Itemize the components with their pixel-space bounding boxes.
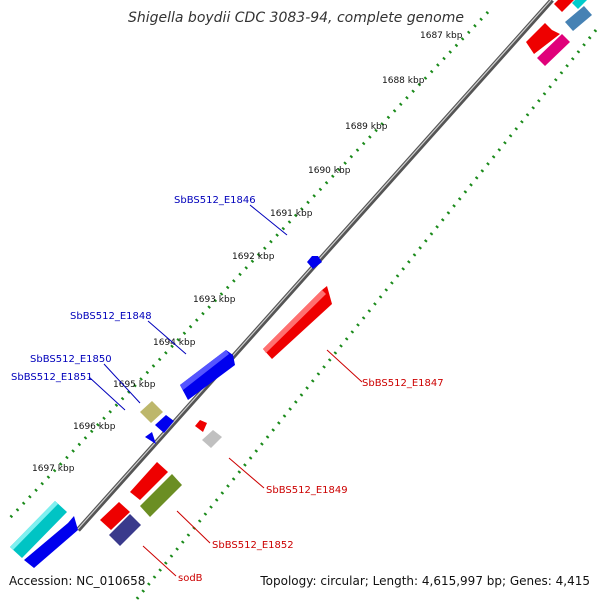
gene-sbbs512-e1849-red[interactable] xyxy=(195,420,207,432)
label-e1846[interactable]: SbBS512_E1846 xyxy=(174,195,256,206)
callout-e1851 xyxy=(88,376,126,411)
tick-label: 1695 kbp xyxy=(113,380,156,390)
gene-sbbs512-e1850[interactable] xyxy=(140,401,163,423)
gene-cyan-bottom-shade xyxy=(10,501,58,550)
label-e1848[interactable]: SbBS512_E1848 xyxy=(70,311,152,322)
genome-summary-text: Topology: circular; Length: 4,615,997 bp… xyxy=(260,574,590,588)
callout-e1849 xyxy=(228,457,265,489)
label-e1851[interactable]: SbBS512_E1851 xyxy=(11,372,93,383)
gene-cyan-top[interactable] xyxy=(572,0,588,9)
gene-steelblue-top[interactable] xyxy=(565,6,592,31)
outer-dotted-guide xyxy=(4,10,490,524)
label-e1850[interactable]: SbBS512_E1850 xyxy=(30,354,112,365)
gene-magenta-top[interactable] xyxy=(537,34,570,66)
callout-e1852 xyxy=(176,510,211,544)
tick-label: 1693 kbp xyxy=(193,295,236,305)
callout-e1847 xyxy=(326,349,363,383)
callout-sodb xyxy=(142,545,177,577)
gene-red-top-1[interactable] xyxy=(554,0,574,12)
label-e1852[interactable]: SbBS512_E1852 xyxy=(212,540,294,551)
tick-label: 1694 kbp xyxy=(153,338,196,348)
inner-dotted-guide xyxy=(134,29,598,600)
gene-red-pair-2[interactable] xyxy=(100,502,130,530)
callout-e1846 xyxy=(249,204,288,236)
gene-sodb[interactable] xyxy=(109,514,141,546)
tick-label: 1692 kbp xyxy=(232,252,275,262)
gene-sbbs512-e1848[interactable] xyxy=(180,350,235,400)
gene-red-top-2[interactable] xyxy=(526,23,560,54)
tick-label: 1697 kbp xyxy=(32,464,75,474)
gene-sbbs512-e1848-shade xyxy=(180,350,229,390)
gene-sbbs512-e1849[interactable] xyxy=(202,430,222,448)
accession-text: Accession: NC_010658 xyxy=(9,574,146,588)
gene-red-pair-1[interactable] xyxy=(130,462,168,500)
callout-e1850 xyxy=(103,363,141,404)
genome-title: Shigella boydii CDC 3083-94, complete ge… xyxy=(127,10,464,26)
label-e1847[interactable]: SbBS512_E1847 xyxy=(362,378,444,389)
tick-label: 1690 kbp xyxy=(308,166,351,176)
tick-label: 1688 kbp xyxy=(382,76,425,86)
callout-e1848 xyxy=(147,320,187,355)
tick-label: 1687 kbp xyxy=(420,31,463,41)
gene-sbbs512-e1847-shade xyxy=(263,290,326,353)
tick-label: 1691 kbp xyxy=(270,209,313,219)
label-sodb[interactable]: sodB xyxy=(178,573,203,584)
label-e1849[interactable]: SbBS512_E1849 xyxy=(266,485,348,496)
gene-sbbs512-e1850-arrow[interactable] xyxy=(155,415,174,433)
tick-label: 1696 kbp xyxy=(73,422,116,432)
gene-cyan-bottom[interactable] xyxy=(10,501,67,558)
gene-blue-bottom[interactable] xyxy=(24,516,78,568)
tick-label: 1689 kbp xyxy=(345,122,388,132)
gene-sbbs512-e1846[interactable] xyxy=(307,256,322,269)
gene-sbbs512-e1851[interactable] xyxy=(145,432,156,444)
gene-sbbs512-e1852[interactable] xyxy=(140,474,182,517)
